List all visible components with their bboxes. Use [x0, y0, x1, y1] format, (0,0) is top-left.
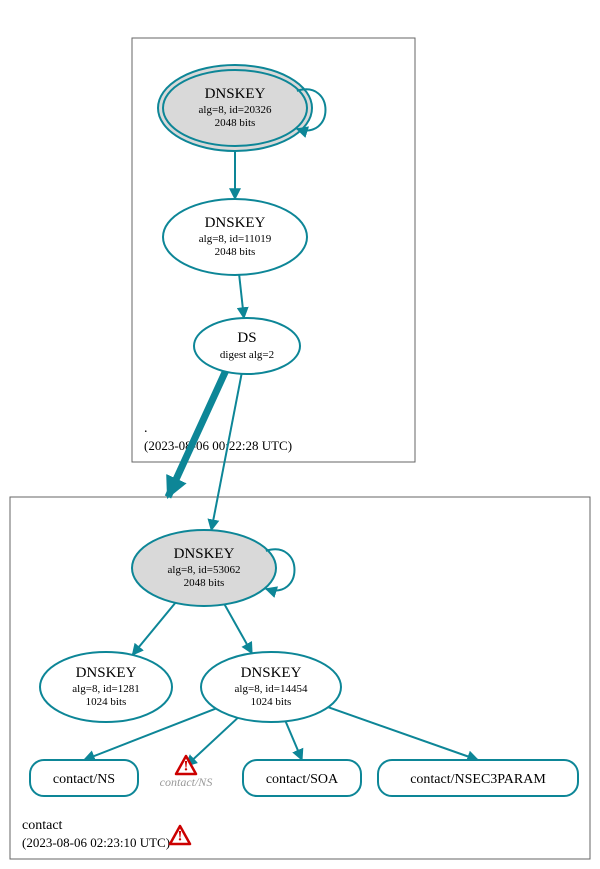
node-sub: alg=8, id=11019 [199, 233, 272, 245]
edge [225, 604, 253, 653]
node-sub: 1024 bits [86, 696, 127, 708]
node-zsk_root: DNSKEY alg=8, id=110192048 bits [163, 199, 307, 275]
node-sub: alg=8, id=14454 [235, 683, 308, 695]
node-sub: alg=8, id=1281 [72, 683, 139, 695]
svg-text:!: ! [178, 829, 183, 845]
leaf-soa: contact/SOA [243, 760, 361, 796]
zone-name: . [144, 421, 148, 436]
node-title: DNSKEY [205, 86, 266, 102]
ghost-ns-label: contact/NS [160, 775, 213, 789]
node-title: DNSKEY [205, 215, 266, 231]
node-ksk_root: DNSKEY alg=8, id=203262048 bits [158, 65, 325, 151]
node-ksk_child: DNSKEY alg=8, id=530622048 bits [132, 530, 294, 606]
zone-name: contact [22, 818, 63, 833]
edge [286, 721, 302, 760]
node-sub: alg=8, id=20326 [199, 104, 272, 116]
leaf-nsec3: contact/NSEC3PARAM [378, 760, 578, 796]
node-title: DNSKEY [174, 546, 235, 562]
svg-text:!: ! [184, 759, 189, 775]
node-title: DNSKEY [241, 665, 302, 681]
node-zsk_child_a: DNSKEY alg=8, id=12811024 bits [40, 652, 172, 722]
edge [239, 275, 244, 318]
leaf-ns: contact/NS [30, 760, 138, 796]
leaf-label: contact/NSEC3PARAM [410, 772, 546, 787]
node-sub: alg=8, id=53062 [168, 564, 241, 576]
leaf-label: contact/NS [53, 772, 115, 787]
delegation-edge [168, 368, 227, 497]
edge [132, 603, 175, 655]
node-sub: 2048 bits [215, 246, 256, 258]
node-title: DNSKEY [76, 665, 137, 681]
warning-icon: ! [170, 826, 190, 845]
node-sub: digest alg=2 [220, 349, 274, 361]
node-title: DS [237, 330, 256, 346]
edge [186, 718, 238, 766]
edge [328, 707, 478, 760]
node-zsk_child_b: DNSKEY alg=8, id=144541024 bits [201, 652, 341, 722]
zone-timestamp: (2023-08-06 02:23:10 UTC) [22, 835, 170, 850]
node-sub: 1024 bits [251, 696, 292, 708]
zone-timestamp: (2023-08-06 00:22:28 UTC) [144, 438, 292, 453]
node-sub: 2048 bits [184, 577, 225, 589]
node-ds: DS digest alg=2 [194, 318, 300, 374]
node-sub: 2048 bits [215, 117, 256, 129]
leaf-label: contact/SOA [266, 772, 339, 787]
